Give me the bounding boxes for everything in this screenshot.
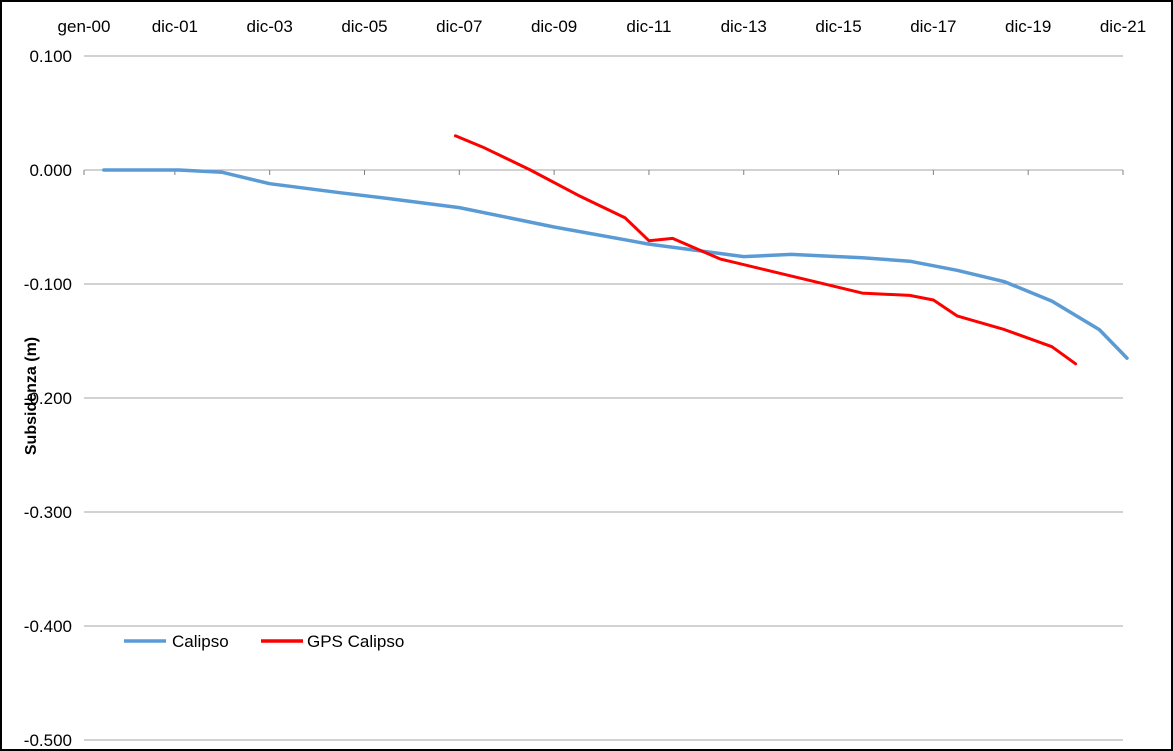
y-tick-label: -0.100	[24, 275, 72, 294]
legend-label-calipso: Calipso	[172, 632, 229, 651]
x-tick-label: dic-03	[247, 17, 293, 36]
x-tick-label: dic-05	[341, 17, 387, 36]
y-axis-tick-labels: 0.100 0.000 -0.100 -0.200 -0.300 -0.400 -0.500	[24, 47, 72, 750]
x-axis-tick-labels: gen-00 dic-01 dic-03 dic-05 dic-07 dic-09 dic-…	[58, 17, 1147, 36]
y-tick-label: 0.000	[29, 161, 72, 180]
series-line-calipso	[102, 168, 1129, 360]
y-tick-label: -0.300	[24, 503, 72, 522]
y-tick-label: -0.400	[24, 617, 72, 636]
x-tick-label: dic-15	[815, 17, 861, 36]
x-tick-label: gen-00	[58, 17, 111, 36]
x-tick-label: dic-09	[531, 17, 577, 36]
x-tick-label: dic-13	[721, 17, 767, 36]
x-tick-label: dic-19	[1005, 17, 1051, 36]
x-tick-label: dic-11	[626, 17, 671, 36]
x-tick-label: dic-21	[1100, 17, 1146, 36]
grid-lines	[83, 55, 1124, 741]
y-axis-label: Subsidenza (m)	[23, 337, 40, 455]
x-tick-label: dic-01	[152, 17, 198, 36]
y-tick-label: -0.500	[24, 731, 72, 750]
legend-label-gps-calipso: GPS Calipso	[307, 632, 404, 651]
series-line-gps-calipso	[453, 134, 1078, 366]
x-tick-label: dic-07	[436, 17, 482, 36]
y-tick-label: 0.100	[29, 47, 72, 66]
legend: Calipso GPS Calipso	[124, 632, 404, 651]
x-tick-label: dic-17	[910, 17, 956, 36]
series-lines	[102, 134, 1129, 366]
y-tick-label: -0.200	[24, 389, 72, 408]
